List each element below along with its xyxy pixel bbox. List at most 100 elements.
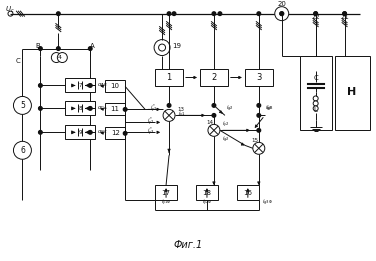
Text: $i_{y1\Phi}$: $i_{y1\Phi}$: [161, 198, 171, 208]
Circle shape: [39, 47, 42, 50]
Bar: [105, 103, 125, 115]
Text: $i_{g2}$: $i_{g2}$: [222, 135, 230, 145]
Circle shape: [88, 84, 92, 87]
Circle shape: [39, 130, 42, 134]
Circle shape: [212, 12, 216, 15]
Text: 8: 8: [79, 106, 82, 111]
Circle shape: [314, 12, 317, 15]
Text: $i_{y2}^*$: $i_{y2}^*$: [147, 116, 155, 128]
Circle shape: [163, 109, 175, 121]
Circle shape: [167, 12, 171, 15]
Text: 18: 18: [202, 190, 211, 196]
Circle shape: [52, 52, 61, 63]
Text: 22: 22: [311, 14, 320, 20]
Circle shape: [14, 141, 32, 159]
Circle shape: [280, 12, 284, 15]
Bar: [105, 80, 125, 92]
Circle shape: [39, 84, 42, 87]
Bar: [237, 185, 259, 200]
Text: C: C: [16, 57, 20, 63]
Circle shape: [88, 47, 92, 50]
Text: $i_{y2}$: $i_{y2}$: [222, 120, 230, 130]
Circle shape: [313, 106, 318, 111]
Text: $i_{y3}^*$: $i_{y3}^*$: [147, 126, 155, 138]
Circle shape: [88, 130, 92, 134]
Circle shape: [257, 104, 261, 107]
Text: $\alpha_{AB}$: $\alpha_{AB}$: [97, 81, 108, 90]
Text: $\alpha_{CA}$: $\alpha_{CA}$: [97, 104, 108, 112]
Bar: [105, 127, 125, 139]
Text: L: L: [314, 107, 318, 113]
Bar: [65, 102, 95, 115]
Circle shape: [280, 12, 284, 15]
Bar: [65, 79, 95, 92]
Circle shape: [8, 11, 13, 16]
Text: 10: 10: [111, 84, 120, 90]
Circle shape: [14, 96, 32, 114]
Circle shape: [253, 142, 265, 154]
Circle shape: [257, 129, 261, 132]
Text: 9: 9: [79, 130, 82, 135]
Circle shape: [212, 104, 216, 107]
Text: $\alpha_{BC}$: $\alpha_{BC}$: [97, 128, 108, 136]
Circle shape: [257, 114, 261, 117]
Bar: [300, 56, 332, 130]
Circle shape: [167, 104, 171, 107]
Text: $i_{g3\Phi}$: $i_{g3\Phi}$: [262, 198, 273, 208]
Text: 11: 11: [111, 106, 120, 112]
Text: 2: 2: [211, 73, 217, 82]
Text: 7: 7: [79, 84, 82, 88]
Circle shape: [123, 108, 127, 111]
Circle shape: [343, 12, 346, 15]
Circle shape: [313, 96, 318, 101]
Text: 3: 3: [256, 73, 261, 82]
Text: $U_c$: $U_c$: [6, 4, 15, 15]
Text: 15: 15: [251, 138, 258, 143]
Text: $i_{g3}$: $i_{g3}$: [266, 103, 274, 114]
Circle shape: [154, 40, 170, 56]
Bar: [245, 68, 273, 86]
Circle shape: [58, 52, 67, 63]
Bar: [65, 125, 95, 139]
Circle shape: [56, 12, 60, 15]
Text: 16: 16: [243, 190, 252, 196]
Text: 6: 6: [20, 146, 25, 155]
Circle shape: [39, 106, 42, 110]
Circle shape: [218, 12, 222, 15]
Text: 1: 1: [167, 73, 172, 82]
Text: $i_{y1}$: $i_{y1}$: [178, 110, 186, 121]
Circle shape: [159, 44, 165, 51]
Bar: [335, 56, 370, 130]
Text: C: C: [313, 75, 318, 81]
Text: 13: 13: [177, 107, 184, 112]
Circle shape: [343, 12, 346, 15]
Text: A: A: [90, 43, 95, 49]
Text: 14: 14: [206, 120, 214, 125]
Circle shape: [257, 12, 261, 15]
Text: $i_{g2}$: $i_{g2}$: [226, 103, 234, 114]
Circle shape: [212, 114, 216, 117]
Text: 12: 12: [111, 130, 120, 136]
Bar: [196, 185, 218, 200]
Circle shape: [208, 124, 220, 136]
Circle shape: [275, 7, 289, 21]
Circle shape: [314, 12, 317, 15]
Text: 19: 19: [172, 43, 181, 49]
Text: $i_{y1}^*$: $i_{y1}^*$: [150, 103, 158, 115]
Text: H: H: [347, 87, 356, 97]
Text: 21: 21: [340, 14, 349, 20]
Bar: [155, 68, 183, 86]
Bar: [200, 68, 228, 86]
Circle shape: [88, 106, 92, 110]
Circle shape: [172, 12, 176, 15]
Circle shape: [56, 47, 60, 50]
Text: Фиг.1: Фиг.1: [173, 240, 203, 250]
Bar: [155, 185, 177, 200]
Text: 4: 4: [58, 55, 61, 60]
Circle shape: [313, 101, 318, 106]
Text: 17: 17: [162, 190, 171, 196]
Text: $i_{y2\Phi}$: $i_{y2\Phi}$: [202, 198, 212, 208]
Text: $i_{g3}$: $i_{g3}$: [265, 103, 273, 114]
Text: B: B: [36, 43, 40, 49]
Text: 5: 5: [20, 101, 25, 110]
